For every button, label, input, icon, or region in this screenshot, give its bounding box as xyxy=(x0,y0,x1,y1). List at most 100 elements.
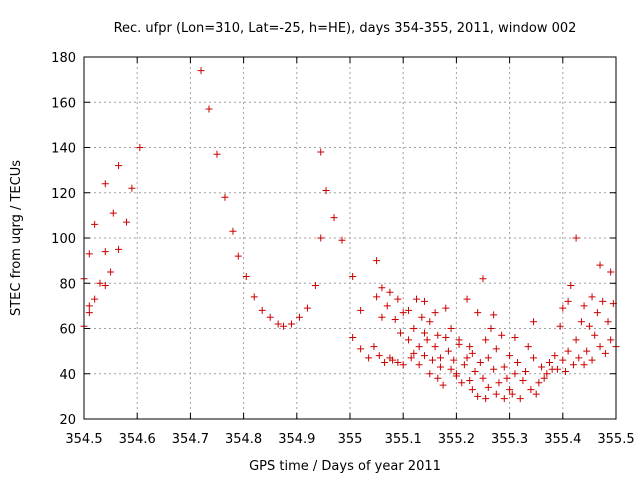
data-point xyxy=(556,322,564,330)
data-point xyxy=(123,218,131,226)
data-point xyxy=(85,302,93,310)
data-point xyxy=(373,257,381,265)
data-point xyxy=(591,331,599,339)
data-point xyxy=(553,365,561,373)
data-point xyxy=(394,358,402,366)
data-point xyxy=(492,345,500,353)
data-point xyxy=(519,377,527,385)
data-point xyxy=(463,354,471,362)
data-point xyxy=(476,358,484,366)
y-tick-label: 120 xyxy=(51,187,76,202)
data-point xyxy=(258,306,266,314)
data-point xyxy=(514,358,522,366)
data-point xyxy=(397,329,405,337)
data-point xyxy=(588,293,596,301)
data-point xyxy=(442,304,450,312)
data-point xyxy=(551,352,559,360)
data-point xyxy=(593,309,601,317)
data-point xyxy=(471,367,479,375)
data-point xyxy=(399,361,407,369)
data-point xyxy=(431,309,439,317)
data-point xyxy=(601,349,609,357)
x-tick-label: 354.8 xyxy=(225,432,262,447)
data-point xyxy=(101,248,109,256)
data-point xyxy=(428,356,436,364)
data-point xyxy=(460,361,468,369)
data-point xyxy=(564,347,572,355)
data-point xyxy=(500,363,508,371)
data-point xyxy=(420,297,428,305)
data-point xyxy=(405,306,413,314)
plot-border xyxy=(83,56,617,420)
data-point xyxy=(415,343,423,351)
data-point xyxy=(572,336,580,344)
data-point xyxy=(85,250,93,258)
data-point xyxy=(287,320,295,328)
data-point xyxy=(413,295,420,303)
data-point xyxy=(599,297,607,305)
data-point xyxy=(468,386,476,394)
grid-lines xyxy=(84,57,616,419)
data-point xyxy=(607,268,615,276)
y-tick-label: 180 xyxy=(51,51,76,66)
data-point xyxy=(607,336,615,344)
data-point xyxy=(436,363,444,371)
data-point xyxy=(383,302,391,310)
data-point xyxy=(418,313,426,321)
data-point xyxy=(330,214,338,222)
x-tick-label: 354.7 xyxy=(172,432,209,447)
data-point xyxy=(407,354,415,362)
data-point xyxy=(96,279,104,287)
data-point xyxy=(439,381,447,389)
data-point xyxy=(115,245,123,253)
data-point xyxy=(506,352,514,360)
data-point xyxy=(516,395,524,403)
data-point xyxy=(490,365,498,373)
data-point xyxy=(532,390,540,398)
data-point xyxy=(399,309,407,317)
data-point xyxy=(280,322,287,330)
data-point xyxy=(101,180,109,188)
data-point xyxy=(381,358,389,366)
data-point xyxy=(466,377,474,385)
data-point xyxy=(444,347,452,355)
data-point xyxy=(580,302,588,310)
y-tick-label: 40 xyxy=(59,368,76,383)
data-point xyxy=(487,325,495,332)
data-point xyxy=(420,352,428,360)
data-point xyxy=(596,261,604,269)
data-point xyxy=(463,295,471,303)
data-point xyxy=(205,105,213,113)
data-point xyxy=(474,309,482,317)
data-point xyxy=(317,234,325,242)
data-point xyxy=(349,334,357,342)
data-point xyxy=(484,354,492,362)
data-point xyxy=(436,354,444,362)
data-point xyxy=(378,284,386,292)
data-point xyxy=(311,282,319,290)
data-point xyxy=(588,356,596,364)
data-point xyxy=(426,370,434,378)
data-point xyxy=(349,272,357,280)
data-point xyxy=(482,336,490,344)
data-points xyxy=(80,67,620,403)
data-point xyxy=(107,268,115,276)
data-point xyxy=(538,363,546,371)
data-point xyxy=(101,282,109,290)
data-point xyxy=(391,315,399,323)
y-tick-label: 100 xyxy=(51,232,76,247)
data-point xyxy=(91,220,99,228)
x-tick-label: 355.5 xyxy=(597,432,634,447)
data-point xyxy=(546,358,553,366)
data-point xyxy=(431,343,439,351)
data-point xyxy=(447,325,455,332)
data-point xyxy=(492,390,500,398)
data-point xyxy=(604,318,612,326)
data-point xyxy=(394,295,402,303)
data-point xyxy=(596,343,604,351)
data-point xyxy=(585,322,593,330)
data-point xyxy=(389,356,397,364)
data-point xyxy=(452,370,460,378)
data-point xyxy=(577,318,585,326)
data-point xyxy=(466,343,474,351)
